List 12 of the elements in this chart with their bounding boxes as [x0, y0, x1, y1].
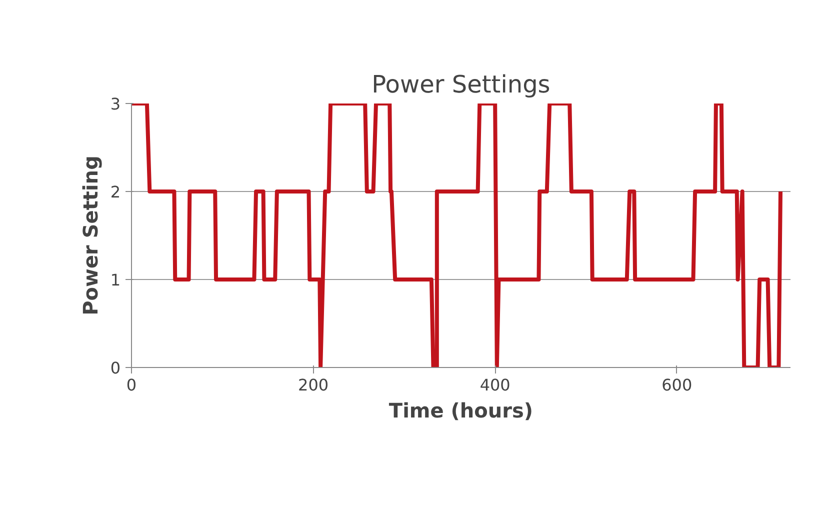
x-tick-label: 400	[480, 376, 510, 394]
y-tick-label: 3	[110, 94, 121, 114]
x-tick-label: 0	[126, 376, 137, 394]
y-axis-title: Power Setting	[78, 156, 102, 316]
y-tick-label: 0	[110, 358, 121, 378]
x-axis-title: Time (hours)	[388, 398, 534, 422]
x-tick-label: 200	[298, 376, 329, 394]
line-series	[132, 104, 782, 368]
y-tick-label: 1	[110, 270, 121, 290]
chart-title: Power Settings	[372, 70, 550, 98]
x-tick-label: 600	[662, 376, 692, 394]
y-tick-label: 2	[110, 182, 121, 202]
